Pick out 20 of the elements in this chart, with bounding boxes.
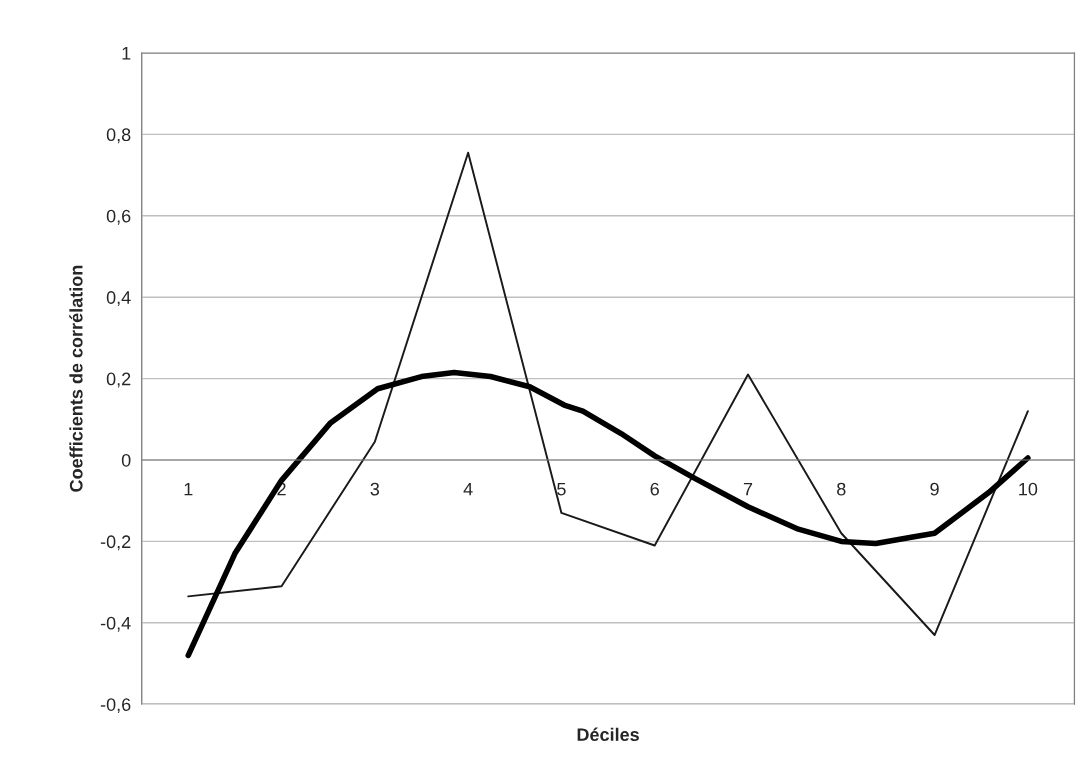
x-tick-label: 7 bbox=[743, 482, 753, 496]
x-axis-title: Déciles bbox=[577, 727, 639, 741]
y-tick-label: 0 bbox=[121, 453, 131, 467]
x-tick-label: 4 bbox=[463, 482, 473, 496]
y-axis-title: Coefficients de corrélation bbox=[69, 265, 83, 492]
x-tick-label: 1 bbox=[184, 482, 193, 496]
x-tick-label: 8 bbox=[837, 482, 846, 496]
x-tick-label: 5 bbox=[557, 482, 566, 496]
y-tick-label: 0,8 bbox=[106, 128, 131, 144]
y-tick-label: 0,2 bbox=[106, 372, 131, 388]
x-tick-label: 6 bbox=[650, 482, 659, 496]
y-tick-label: -0,6 bbox=[100, 698, 131, 714]
x-tick-label: 10 bbox=[1019, 482, 1038, 496]
x-tick-label: 9 bbox=[930, 482, 939, 496]
y-tick-label: 0,4 bbox=[106, 291, 131, 307]
y-tick-label: 0,6 bbox=[106, 209, 131, 225]
y-tick-label: 1 bbox=[122, 47, 131, 60]
y-tick-label: -0,4 bbox=[100, 616, 131, 632]
x-tick-label: 3 bbox=[370, 482, 380, 496]
y-tick-label: -0,2 bbox=[100, 535, 131, 551]
